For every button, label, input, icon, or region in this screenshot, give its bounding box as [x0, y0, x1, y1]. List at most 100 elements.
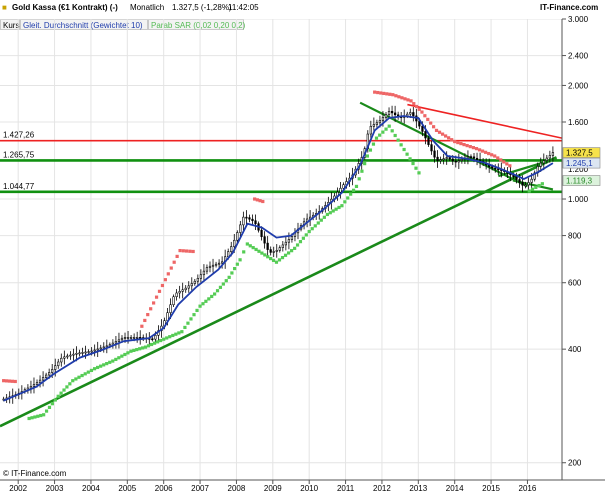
copyright-label: © IT-Finance.com — [3, 469, 67, 478]
candle[interactable] — [184, 285, 187, 293]
candle[interactable] — [393, 105, 397, 122]
candle[interactable] — [57, 358, 60, 369]
candle[interactable] — [369, 120, 372, 140]
candle[interactable] — [111, 339, 115, 349]
candle[interactable] — [181, 282, 184, 299]
candle[interactable] — [102, 342, 105, 353]
candle[interactable] — [199, 269, 203, 284]
candle[interactable] — [548, 150, 552, 163]
candle[interactable] — [260, 226, 263, 241]
candle[interactable] — [75, 346, 78, 362]
candle[interactable] — [29, 380, 33, 394]
candle[interactable] — [114, 335, 118, 349]
candle[interactable] — [129, 335, 133, 340]
candle[interactable] — [136, 331, 139, 343]
candle[interactable] — [105, 339, 108, 354]
candle[interactable] — [96, 341, 99, 358]
candle[interactable] — [445, 151, 448, 165]
candle[interactable] — [172, 294, 175, 307]
candle[interactable] — [254, 214, 257, 230]
candle[interactable] — [293, 228, 297, 242]
candle[interactable] — [524, 181, 527, 189]
candle[interactable] — [469, 154, 473, 160]
candle[interactable] — [284, 236, 287, 251]
candle[interactable] — [272, 246, 275, 258]
candle[interactable] — [69, 351, 72, 360]
candle[interactable] — [236, 230, 239, 243]
candle[interactable] — [375, 119, 379, 128]
candle[interactable] — [266, 236, 269, 257]
candle[interactable] — [242, 211, 245, 231]
candle[interactable] — [397, 111, 400, 120]
candle[interactable] — [117, 332, 121, 349]
candle[interactable] — [190, 277, 193, 293]
candle[interactable] — [178, 285, 181, 299]
candle[interactable] — [387, 107, 391, 119]
candle[interactable] — [430, 140, 433, 155]
candle[interactable] — [217, 259, 221, 269]
y-tick-label: 2.000 — [568, 81, 589, 90]
candle[interactable] — [78, 349, 81, 357]
candle[interactable] — [466, 150, 470, 165]
candle[interactable] — [248, 214, 251, 223]
candle[interactable] — [211, 258, 215, 273]
candle[interactable] — [390, 105, 394, 119]
candle[interactable] — [208, 261, 212, 273]
candle[interactable] — [433, 145, 436, 163]
candle[interactable] — [72, 348, 75, 361]
candle[interactable] — [205, 264, 209, 275]
candle[interactable] — [196, 274, 199, 286]
candle[interactable] — [494, 164, 497, 173]
candle[interactable] — [175, 289, 178, 301]
candle[interactable] — [32, 377, 36, 394]
candle[interactable] — [151, 336, 154, 342]
candle[interactable] — [139, 330, 142, 345]
candle[interactable] — [93, 344, 96, 357]
candle[interactable] — [214, 261, 218, 268]
candle[interactable] — [412, 107, 415, 122]
sar-dot-bull — [325, 212, 329, 217]
candle[interactable] — [478, 152, 482, 169]
candle[interactable] — [442, 153, 445, 165]
candle[interactable] — [263, 231, 266, 249]
candle[interactable] — [38, 375, 42, 388]
candle[interactable] — [187, 281, 190, 293]
candle[interactable] — [66, 353, 69, 360]
candle[interactable] — [60, 353, 63, 367]
sar-dot-bear — [465, 144, 469, 148]
candle[interactable] — [275, 244, 278, 258]
candle[interactable] — [278, 245, 281, 253]
candle[interactable] — [87, 349, 90, 355]
candle[interactable] — [142, 334, 145, 342]
candle[interactable] — [41, 371, 45, 387]
candle[interactable] — [26, 384, 30, 394]
candle[interactable] — [542, 153, 545, 171]
candle[interactable] — [427, 135, 430, 147]
candle[interactable] — [251, 214, 254, 226]
candle[interactable] — [545, 154, 548, 164]
candle[interactable] — [339, 181, 342, 199]
candle[interactable] — [497, 163, 500, 176]
candle[interactable] — [551, 146, 555, 162]
candle[interactable] — [239, 220, 242, 237]
candle[interactable] — [527, 177, 530, 190]
sar-dot-bull — [215, 289, 220, 293]
candle[interactable] — [439, 156, 442, 164]
candle[interactable] — [515, 172, 518, 184]
candle[interactable] — [202, 264, 206, 282]
candle[interactable] — [269, 246, 272, 256]
candle[interactable] — [305, 213, 309, 228]
candle[interactable] — [220, 256, 224, 269]
candle[interactable] — [457, 153, 460, 170]
candle[interactable] — [533, 170, 536, 182]
candle[interactable] — [384, 112, 388, 120]
candle[interactable] — [245, 210, 248, 225]
candle[interactable] — [63, 350, 66, 365]
plot-area[interactable]: 1.427,26 1.265,75 1.044,77 — [0, 90, 562, 428]
candle[interactable] — [281, 241, 284, 252]
candle[interactable] — [224, 249, 227, 269]
candle[interactable] — [193, 278, 196, 286]
candle[interactable] — [436, 150, 439, 168]
candle[interactable] — [475, 152, 479, 166]
